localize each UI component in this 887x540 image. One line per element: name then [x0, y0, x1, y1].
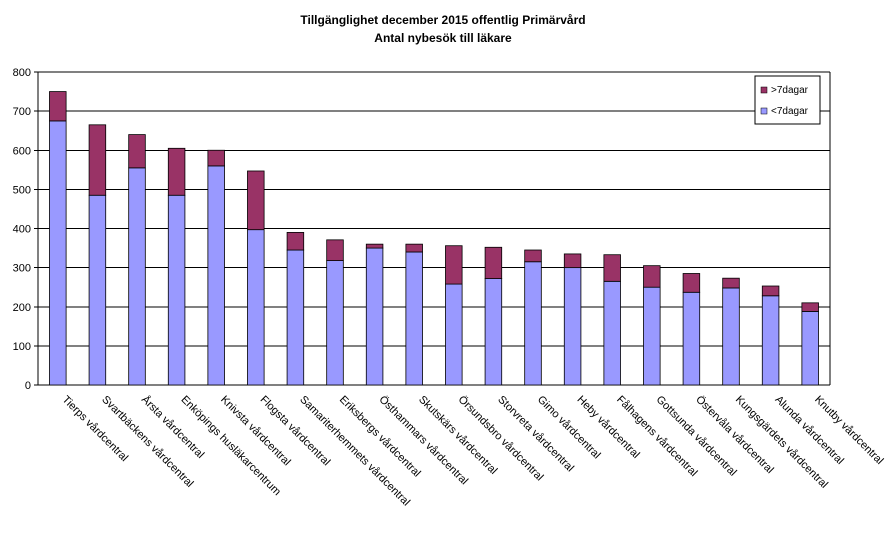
bars — [49, 91, 819, 386]
x-category-label: Skutskärs vårdcentral — [416, 394, 499, 477]
bar-over7 — [643, 265, 661, 288]
bar-under7 — [405, 251, 423, 386]
legend-swatch-over7 — [760, 86, 768, 94]
legend: >7dagar <7dagar — [754, 75, 821, 125]
bar-over7 — [88, 124, 107, 196]
y-tick-label: 600 — [13, 145, 31, 157]
bar-over7 — [405, 243, 423, 253]
bar-under7 — [445, 283, 463, 386]
bar-under7 — [128, 167, 146, 386]
y-tick-label: 200 — [13, 302, 31, 314]
bar-over7 — [326, 239, 344, 261]
bar-under7 — [524, 261, 542, 386]
legend-label-under7: <7dagar — [771, 106, 809, 117]
x-category-label: Knivsta vårdcentral — [218, 394, 293, 469]
bar-over7 — [167, 147, 186, 196]
x-category-label: Östervåla vårdcentral — [693, 394, 775, 476]
y-tick-label: 400 — [13, 224, 31, 236]
y-tick-label: 300 — [13, 263, 31, 275]
bar-under7 — [49, 120, 67, 386]
bar-over7 — [365, 243, 384, 249]
y-tick-label: 100 — [13, 341, 31, 353]
bar-over7 — [49, 91, 67, 122]
bar-over7 — [484, 246, 503, 279]
bar-over7 — [801, 302, 819, 312]
bar-under7 — [484, 278, 503, 386]
bar-over7 — [207, 149, 225, 167]
bar-under7 — [167, 194, 186, 386]
legend-box — [754, 75, 821, 125]
bar-over7 — [761, 285, 780, 297]
legend-label-over7: >7dagar — [771, 85, 809, 96]
x-category-label: Knutby vårdcentral — [812, 394, 885, 467]
bar-over7 — [286, 232, 305, 251]
bar-over7 — [603, 254, 621, 282]
x-category-label: Flogsta vårdcentral — [258, 394, 333, 469]
bar-under7 — [326, 260, 344, 386]
bar-over7 — [563, 253, 582, 269]
bar-over7 — [722, 277, 740, 289]
legend-swatch-under7 — [760, 107, 768, 115]
y-tick-label: 500 — [13, 184, 31, 196]
bar-under7 — [722, 287, 740, 386]
bar-under7 — [88, 194, 107, 386]
y-tick-label: 800 — [13, 67, 31, 79]
gridlines — [38, 71, 830, 347]
bar-under7 — [801, 311, 819, 386]
bar-under7 — [603, 280, 621, 386]
bar-over7 — [682, 273, 701, 293]
bar-under7 — [286, 249, 305, 386]
bar-under7 — [365, 247, 384, 386]
bar-under7 — [207, 165, 225, 386]
y-tick-label: 0 — [25, 380, 31, 392]
bar-over7 — [524, 249, 542, 263]
bar-under7 — [563, 267, 582, 386]
x-category-label: Alunda vårdcentral — [772, 394, 845, 467]
x-category-label: Storvreta vårdcentral — [495, 394, 576, 475]
bar-under7 — [247, 229, 265, 386]
y-tick-label: 700 — [13, 106, 31, 118]
chart-title: Tillgänglighet december 2015 offentlig P… — [300, 13, 585, 27]
bar-over7 — [445, 245, 463, 285]
bar-under7 — [643, 286, 661, 386]
bar-under7 — [761, 295, 780, 386]
bar-under7 — [682, 291, 701, 386]
bar-over7 — [247, 170, 265, 231]
chart-subtitle: Antal nybesök till läkare — [374, 31, 512, 45]
bar-over7 — [128, 134, 146, 169]
